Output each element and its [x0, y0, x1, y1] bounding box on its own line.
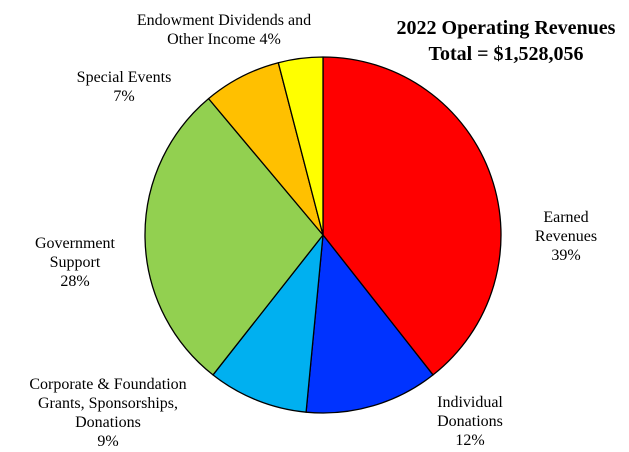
slice-label-line: 39%	[551, 247, 580, 264]
slice-label-line: 7%	[113, 88, 134, 105]
slice-label-line: Earned	[543, 209, 588, 226]
slice-label-line: 28%	[60, 273, 89, 290]
slice-label-line: Donations	[75, 414, 141, 431]
pie-slice-government-support	[144, 97, 324, 376]
pie-slice-earned-revenues	[322, 56, 502, 376]
slice-label-5: Special Events 7%	[77, 69, 172, 105]
pie-slice-endowment-dividends-and-other-income	[277, 56, 324, 236]
slice-label-line: Individual	[437, 394, 503, 411]
chart-subtitle: Total = $1,528,056	[428, 43, 583, 65]
slice-labels: Earned Revenues 39% Individual Donations 12% C…	[29, 12, 597, 450]
slice-label-line: Grants, Sponsorships,	[38, 395, 178, 412]
slice-label-line: Support	[50, 254, 101, 271]
slice-label-line: Donations	[437, 413, 503, 430]
slice-label-line: Endowment Dividends and	[137, 12, 311, 29]
slice-label-1: Earned Revenues 39%	[535, 209, 597, 264]
slice-label-3: Corporate & Foundation Grants, Sponsorshi…	[29, 376, 186, 450]
pie-slice-corporate-foundation-grants-sponsorships-donations	[212, 234, 324, 413]
pie-slice-individual-donations	[305, 234, 434, 414]
slice-label-line: Special Events	[77, 69, 172, 86]
pie-slices	[144, 56, 502, 414]
chart-title: 2022 Operating Revenues	[397, 17, 616, 39]
slice-label-line: 12%	[455, 432, 484, 449]
slice-label-6: Endowment Dividends and Other Income 4%	[137, 12, 311, 48]
slice-label-2: Individual Donations 12%	[437, 394, 503, 449]
slice-label-4: Government Support 28%	[35, 235, 116, 290]
slice-label-line: Corporate & Foundation	[29, 376, 186, 393]
slice-label-line: Government	[35, 235, 116, 252]
slice-label-line: Other Income 4%	[167, 31, 281, 48]
slice-label-line: 9%	[97, 433, 118, 450]
slice-label-line: Revenues	[535, 228, 597, 245]
